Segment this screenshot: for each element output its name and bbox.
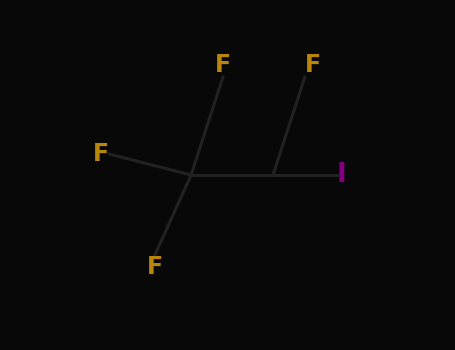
Text: F: F: [147, 256, 163, 280]
Text: F: F: [215, 53, 231, 77]
Text: F: F: [305, 53, 321, 77]
Text: I: I: [337, 162, 346, 188]
Text: F: F: [93, 142, 109, 166]
